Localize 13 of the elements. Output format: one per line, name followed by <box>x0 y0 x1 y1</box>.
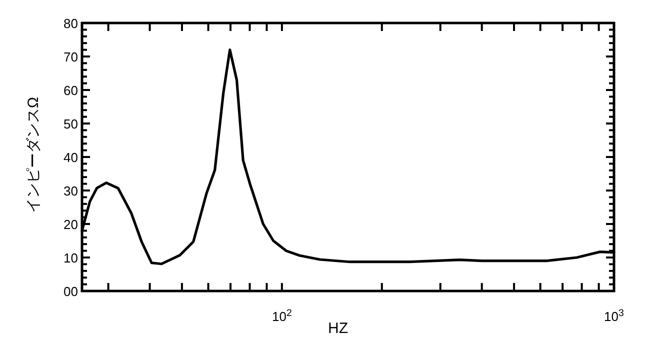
x-tick-label: 10$^{3}$ <box>604 308 624 324</box>
y-tick-label: 40 <box>64 150 78 165</box>
y-axis-title: インピーダンスΩ <box>25 96 42 214</box>
y-tick-label: 00 <box>64 284 78 299</box>
y-tick-label: 50 <box>64 116 78 132</box>
y-tick-label: 20 <box>64 217 78 232</box>
y-tick-label: 30 <box>64 184 78 198</box>
x-tick-label: 10$^{2}$ <box>272 308 292 324</box>
x-axis-title: HZ <box>328 320 348 337</box>
y-tick-label: 10 <box>64 250 78 266</box>
y-tick-label: 60 <box>64 83 78 98</box>
y-tick-label: 80 <box>64 16 78 31</box>
y-tick-label: 70 <box>64 50 78 64</box>
